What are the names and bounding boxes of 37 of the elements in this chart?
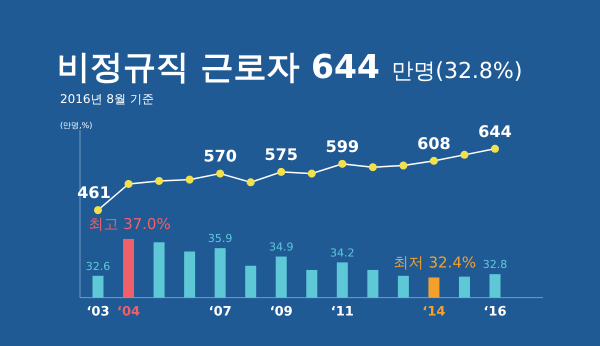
point [338, 160, 346, 168]
y-axis-title: (만명,%) [60, 121, 92, 130]
data-label: 570 [203, 146, 237, 166]
data-label: 34.2 [330, 246, 355, 260]
point [94, 206, 102, 214]
x-tick-label: ‘04 [117, 304, 140, 320]
data-label: 32.8 [482, 258, 508, 272]
data-label: 32.6 [86, 260, 110, 273]
data-label: 35.9 [208, 232, 232, 246]
data-label: 575 [264, 144, 298, 164]
x-tick-label: ‘03 [86, 304, 110, 320]
chart-subtitle: 2016년 8월 기준 [60, 92, 154, 106]
x-tick-label: ‘09 [270, 304, 293, 320]
point [308, 170, 316, 178]
data-label: 599 [326, 136, 360, 156]
title: 비정규직 근로자 644 만명(32.8%) [57, 47, 522, 86]
point [430, 156, 438, 165]
data-label: 644 [478, 122, 512, 141]
data-label: 461 [77, 183, 111, 202]
x-tick-label: ‘14 [422, 304, 446, 320]
point [460, 150, 468, 159]
point [277, 168, 286, 176]
point [368, 163, 377, 172]
x-tick-label: ‘07 [208, 304, 232, 320]
x-tick-label: ‘11 [330, 304, 354, 320]
point [124, 180, 133, 188]
point [491, 144, 499, 153]
point [216, 170, 224, 178]
data-label: 608 [417, 134, 451, 153]
data-label: 최고 37.0% [88, 214, 171, 233]
point [186, 176, 194, 184]
point [155, 176, 164, 185]
point [399, 162, 408, 170]
x-tick-label: ‘16 [483, 304, 507, 320]
data-label: 최저 32.4% [394, 253, 476, 272]
point [246, 178, 255, 186]
data-label: 34.9 [268, 240, 294, 254]
